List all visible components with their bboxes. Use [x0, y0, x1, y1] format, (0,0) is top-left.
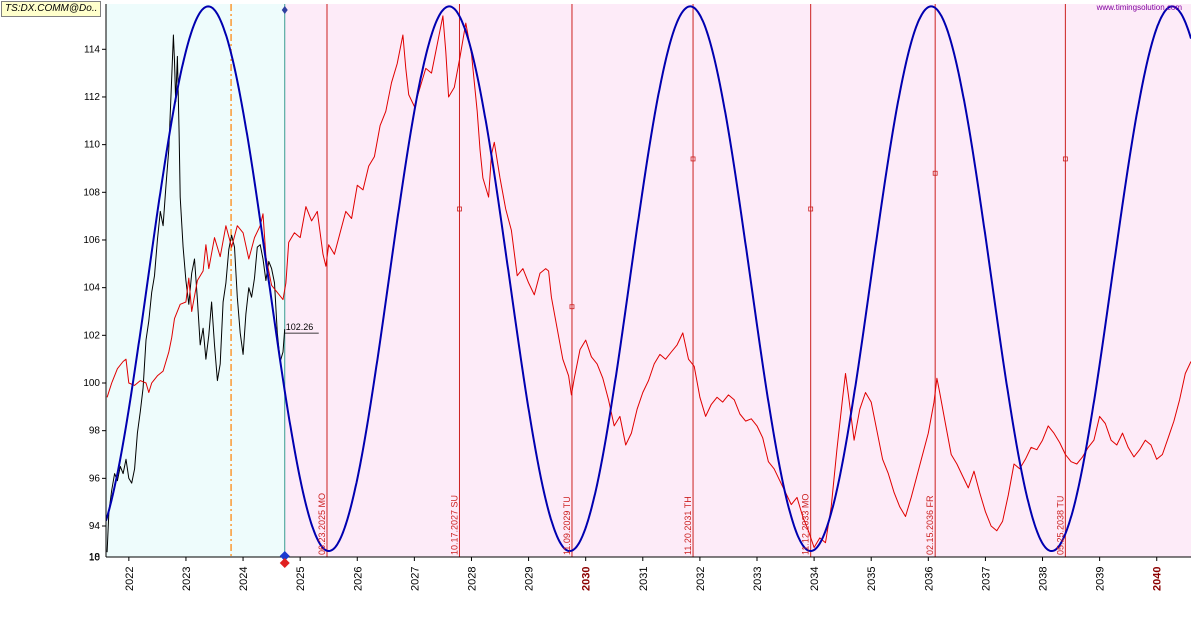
x-tick-label: 2031 [638, 567, 650, 591]
y-tick-label: 98 [89, 426, 101, 437]
y-tick-label: 112 [84, 92, 100, 103]
cycle-wave [106, 5, 1191, 552]
y-tick-label: 102 [83, 330, 100, 341]
y-tick-label: 100 [83, 378, 100, 389]
annotation-label: 11.20.2031 TH [683, 496, 693, 555]
x-tick-label: 2023 [181, 567, 193, 591]
y-tick-label: 110 [84, 140, 100, 151]
y-tick-label: 108 [83, 187, 100, 198]
last-price-label: 102.26 [286, 322, 314, 332]
y-tick-label: 104 [83, 283, 100, 294]
annotation-label: 11.09.2029 TU [562, 496, 572, 555]
blue-diamond-marker [279, 551, 290, 561]
x-tick-label: 2040 [1152, 567, 1164, 591]
y-tick-label: 114 [84, 44, 100, 55]
annotation-label: 02.15.2036 FR [925, 495, 935, 555]
price-series [106, 34, 286, 553]
annotation-label: 10.17.2027 SU [449, 495, 459, 555]
x-tick-label: 2039 [1095, 567, 1107, 591]
x-tick-label: 2038 [1038, 567, 1050, 591]
forecast-region [284, 4, 1191, 557]
ticker-label[interactable]: TS:DX.COMM@Do.. [1, 1, 102, 17]
annotation-mark [569, 304, 575, 310]
y-tick-label: 96 [89, 473, 101, 484]
y-tick-label: 106 [83, 235, 100, 246]
brand-watermark: www.timingsolution.com [1096, 3, 1182, 12]
x-tick-label: 2029 [524, 567, 536, 591]
x-tick-label: 2032 [695, 567, 707, 591]
annotation-label: 06.23.2025 MO [317, 493, 327, 555]
x-tick-label: 2030 [581, 567, 593, 591]
annotation-mark [690, 156, 696, 162]
x-tick-label: 2026 [352, 567, 364, 591]
y-bottom-label: 10 [89, 553, 101, 564]
x-tick-label: 2034 [809, 567, 821, 591]
x-tick-label: 2027 [409, 567, 421, 591]
x-tick-label: 2033 [752, 567, 764, 591]
annotation-mark [932, 170, 938, 176]
top-diamond-marker [281, 6, 288, 14]
x-tick-label: 2028 [466, 567, 478, 591]
x-tick-label: 2037 [980, 567, 992, 591]
annotation-mark [808, 206, 814, 212]
annotation-label: 05.25.2038 TU [1055, 496, 1065, 555]
history-region [106, 4, 285, 557]
y-bottom-label: 18 [89, 552, 101, 563]
x-tick-label: 2036 [923, 567, 935, 591]
x-tick-label: 2035 [866, 567, 878, 591]
x-tick-label: 2022 [124, 567, 136, 591]
x-tick-label: 2025 [295, 567, 307, 591]
annotation-label: 11.12.2033 MO [801, 494, 811, 555]
x-tick-label: 2024 [238, 567, 250, 591]
red-diamond-marker [279, 558, 290, 568]
y-tick-label: 94 [89, 521, 101, 532]
annotation-mark [457, 206, 462, 212]
projection-series [106, 15, 1191, 548]
annotation-mark [1062, 156, 1068, 162]
